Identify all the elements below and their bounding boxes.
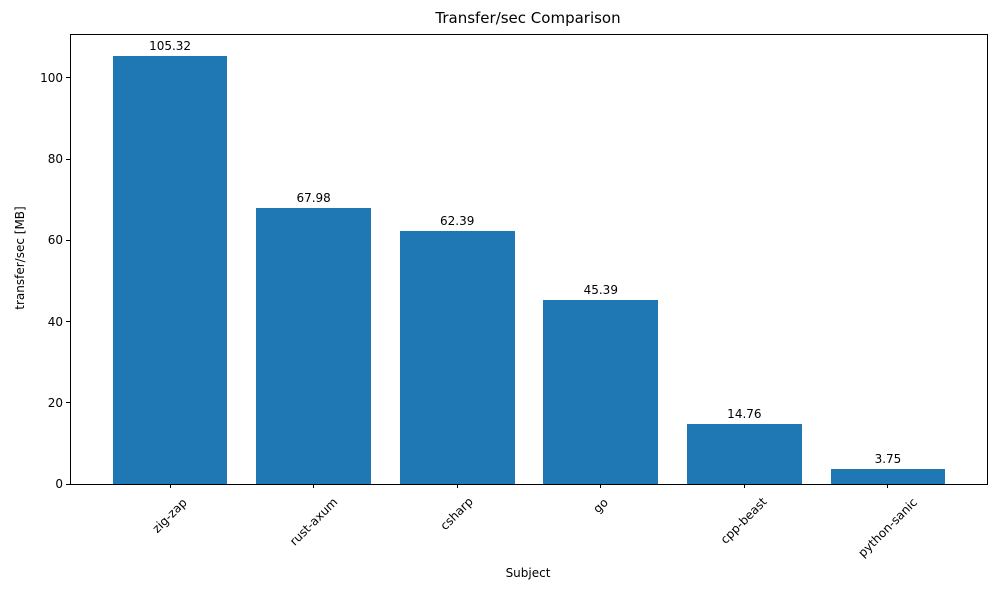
x-tick-mark — [456, 484, 458, 488]
x-axis-label: Subject — [505, 566, 551, 580]
y-axis-label: transfer/sec [MB] — [13, 206, 27, 310]
x-tick-mark — [887, 484, 889, 488]
x-tick-label: python-sanic — [855, 494, 920, 560]
x-tick-mark — [313, 484, 315, 488]
bar-rust-axum — [256, 208, 372, 484]
bar-value-label: 67.98 — [296, 190, 331, 205]
y-tick-mark — [66, 483, 70, 485]
x-tick-mark — [169, 484, 171, 488]
bar-csharp — [399, 230, 515, 484]
bar-zig-zap — [112, 56, 228, 484]
bar-python-sanic — [830, 468, 946, 484]
x-tick-label: zig-zap — [149, 495, 190, 536]
bar-value-label: 62.39 — [440, 213, 475, 228]
bar-cpp-beast — [686, 424, 802, 484]
x-tick-label: cpp-beast — [718, 494, 770, 547]
y-tick-label: 60 — [47, 233, 63, 248]
bar-go — [543, 299, 659, 484]
y-tick-mark — [66, 321, 70, 323]
y-tick-mark — [66, 77, 70, 79]
x-tick-label: rust-axum — [286, 495, 340, 549]
y-tick-mark — [66, 402, 70, 404]
y-tick-mark — [66, 239, 70, 241]
plot-area: 0 20 40 60 80 100 105.32 zig-zap 67.98 rust-axum 6… — [40, 34, 988, 559]
bar-value-label: 3.75 — [874, 451, 902, 466]
y-tick-label: 0 — [55, 477, 63, 491]
y-tick-label: 80 — [47, 152, 63, 167]
x-tick-label: csharp — [437, 494, 477, 534]
bar-value-label: 105.32 — [149, 39, 192, 54]
x-tick-mark — [600, 484, 602, 488]
x-tick-mark — [743, 484, 745, 488]
x-tick-label: go — [590, 494, 611, 516]
bar-value-label: 45.39 — [583, 282, 618, 297]
chart-title: Transfer/sec Comparison — [435, 9, 621, 27]
bar-value-label: 14.76 — [727, 407, 762, 422]
y-tick-label: 20 — [47, 395, 63, 410]
y-tick-label: 40 — [47, 314, 63, 329]
y-tick-mark — [66, 158, 70, 160]
y-tick-label: 100 — [40, 70, 63, 85]
